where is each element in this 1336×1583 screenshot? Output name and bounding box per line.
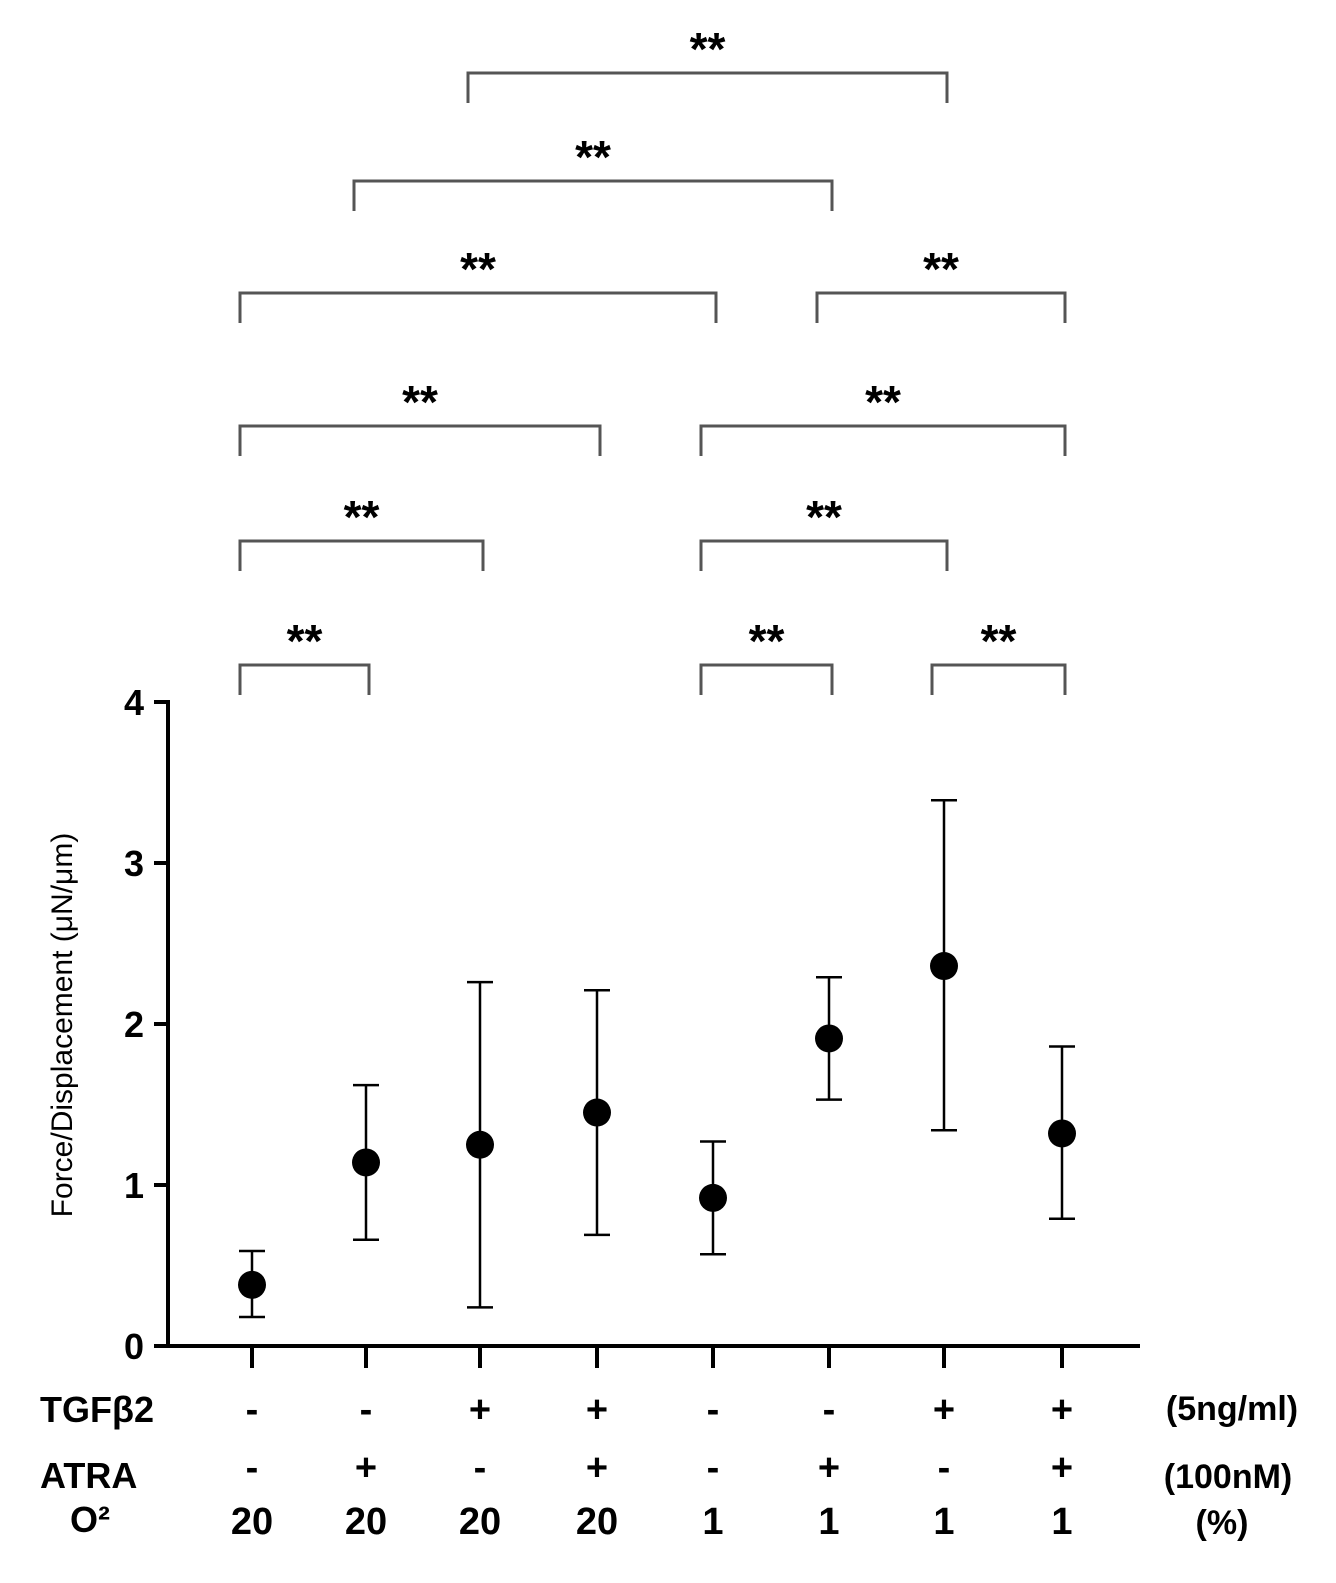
row-unit-o2: (%)	[1196, 1504, 1249, 1542]
significance-bracket	[699, 539, 949, 571]
condition-o2-value: 20	[576, 1501, 618, 1543]
significance-bracket	[699, 663, 834, 695]
significance-label: **	[806, 491, 842, 543]
significance-label: **	[575, 131, 611, 183]
condition-o2-value: 1	[933, 1501, 954, 1543]
significance-label: **	[981, 615, 1017, 667]
y-ticks: 0 1 2 3 4	[124, 682, 168, 1367]
condition-atra-value: +	[818, 1447, 840, 1489]
significance-bracket	[466, 71, 949, 103]
y-tick-label: 4	[124, 682, 144, 723]
data-point	[699, 1183, 727, 1212]
data-point	[930, 952, 958, 981]
significance-label: **	[344, 491, 380, 543]
condition-atra-value: -	[474, 1447, 487, 1489]
condition-o2-value: 1	[1051, 1501, 1072, 1543]
condition-tgf-value: -	[360, 1389, 373, 1431]
significance-bracket	[699, 424, 1067, 456]
condition-o2-value: 20	[345, 1501, 387, 1543]
condition-tgf-value: +	[469, 1389, 491, 1431]
significance-label: **	[690, 23, 726, 75]
significance-label: **	[865, 376, 901, 428]
condition-tgf-value: +	[586, 1389, 608, 1431]
condition-atra-value: -	[707, 1447, 720, 1489]
condition-atra-value: +	[586, 1447, 608, 1489]
condition-o2-value: 1	[702, 1501, 723, 1543]
condition-table: TGFβ2 ATRA O² (5ng/ml) (100nM) (%) - - 20 -…	[40, 1389, 1298, 1543]
data-point	[1048, 1119, 1076, 1148]
row-unit-atra: (100nM)	[1164, 1458, 1292, 1496]
significance-label: **	[460, 243, 496, 295]
significance-label: **	[749, 615, 785, 667]
condition-tgf-value: +	[933, 1389, 955, 1431]
row-label-atra: ATRA	[40, 1455, 137, 1496]
significance-bracket	[238, 424, 602, 456]
axes	[166, 700, 1140, 1368]
significance-bracket	[930, 663, 1067, 695]
condition-atra-value: -	[938, 1447, 951, 1489]
data-points	[238, 952, 1076, 1299]
y-tick-label: 0	[124, 1326, 144, 1367]
condition-atra-value: -	[246, 1447, 259, 1489]
significance-bracket	[238, 291, 718, 323]
significance-brackets: ** ** ** ** ** ** ** ** ** ** **	[238, 23, 1067, 695]
y-axis-label: Force/Displacement (μN/μm)	[46, 833, 79, 1218]
condition-tgf-value: -	[823, 1389, 836, 1431]
significance-label: **	[923, 243, 959, 295]
data-point	[352, 1148, 380, 1177]
data-point	[238, 1270, 266, 1299]
y-tick-label: 3	[124, 843, 144, 884]
data-point	[583, 1098, 611, 1127]
significance-label: **	[287, 615, 323, 667]
condition-o2-value: 1	[818, 1501, 839, 1543]
significance-bracket	[238, 663, 371, 695]
y-tick-label: 2	[124, 1004, 144, 1045]
significance-bracket	[352, 179, 834, 211]
significance-label: **	[402, 376, 438, 428]
condition-o2-value: 20	[231, 1501, 273, 1543]
significance-bracket	[238, 539, 485, 571]
row-label-tgf: TGFβ2	[40, 1389, 154, 1430]
data-point	[815, 1024, 843, 1053]
y-tick-label: 1	[124, 1165, 144, 1206]
condition-tgf-value: +	[1051, 1389, 1073, 1431]
row-label-o2: O²	[70, 1499, 110, 1540]
condition-atra-value: +	[1051, 1447, 1073, 1489]
condition-o2-value: 20	[459, 1501, 501, 1543]
condition-tgf-value: -	[246, 1389, 259, 1431]
data-point	[466, 1130, 494, 1159]
error-bars	[239, 798, 1075, 1319]
condition-atra-value: +	[355, 1447, 377, 1489]
condition-tgf-value: -	[707, 1389, 720, 1431]
significance-bracket	[815, 291, 1067, 323]
row-unit-tgf: (5ng/ml)	[1166, 1390, 1298, 1428]
